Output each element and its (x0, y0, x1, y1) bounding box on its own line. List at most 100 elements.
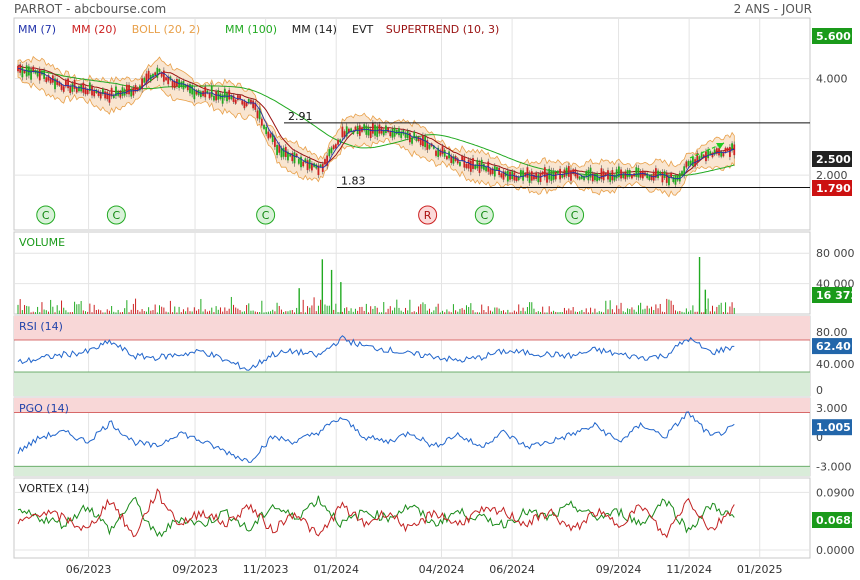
candle-body (674, 175, 677, 185)
volume-title: VOLUME (19, 236, 65, 249)
candle-body (435, 150, 437, 156)
candle-body (524, 173, 527, 177)
candle-body (260, 118, 263, 126)
candle-body (54, 78, 56, 90)
candle-body (398, 128, 400, 136)
candle-body (132, 87, 135, 96)
candle-body (570, 170, 572, 181)
candle-body (115, 86, 117, 97)
candle-body (282, 147, 285, 157)
candle-body (613, 175, 616, 181)
candle-body (284, 146, 287, 157)
pgo-tick-label: 0 (816, 431, 823, 444)
candle-body (145, 73, 148, 85)
candle-body (158, 68, 161, 72)
candle-body (369, 129, 372, 138)
candle-body (128, 84, 130, 95)
candle-body (367, 126, 370, 136)
candle-body (291, 153, 294, 162)
candle-body (258, 108, 261, 120)
candle-body (273, 137, 276, 147)
candle-body (594, 173, 596, 181)
candle-body (700, 153, 703, 158)
candle-body (476, 159, 479, 169)
candle-body (428, 144, 431, 149)
candle-body (208, 92, 211, 99)
x-axis-label: 06/2024 (489, 563, 535, 576)
candle-body (300, 156, 302, 168)
candle-body (585, 171, 588, 177)
candle-body (247, 98, 250, 104)
candle-body (173, 81, 176, 89)
candle-body (465, 163, 468, 169)
candle-body (84, 87, 87, 95)
candle-body (591, 173, 594, 182)
candle-body (589, 167, 592, 178)
candle-body (472, 158, 474, 170)
candle-body (152, 73, 154, 78)
candle-body (683, 166, 686, 176)
rsi-tick-label: 80.00 (816, 326, 848, 339)
candle-body (646, 173, 649, 179)
candle-body (354, 126, 357, 131)
candle-body (47, 75, 50, 81)
signal-marker (418, 205, 438, 225)
candle-body (123, 89, 126, 96)
candle-body (160, 72, 163, 77)
candle-body (600, 168, 603, 179)
candle-body (191, 85, 194, 95)
signal-marker (565, 205, 585, 225)
candle-body (441, 146, 444, 155)
candle-body (147, 70, 150, 80)
legend-item: MM (20) (72, 23, 117, 36)
rsi-line (17, 335, 735, 371)
signal-label: C (113, 209, 121, 222)
candle-body (269, 133, 272, 138)
candle-body (304, 158, 307, 163)
x-axis-label: 01/2024 (313, 563, 359, 576)
candle-body (319, 164, 322, 168)
legend-item: MM (7) (18, 23, 56, 36)
candle-body (376, 126, 379, 137)
candle-body (681, 171, 683, 175)
candle-body (437, 147, 440, 157)
candle-body (517, 176, 520, 181)
rsi-oversold-zone (14, 372, 810, 396)
vortex-minus-line (17, 488, 735, 539)
candle-body (365, 125, 368, 135)
candle-body (139, 85, 141, 91)
upper-value-tag-bg (812, 28, 852, 44)
candle-body (659, 171, 662, 176)
candle-body (287, 151, 289, 161)
candle-body (637, 168, 640, 178)
support-price-tag: 1.790 (816, 182, 851, 195)
volume-value-tag-bg (812, 287, 852, 303)
x-axis-label: 09/2023 (172, 563, 218, 576)
candle-body (439, 150, 442, 156)
legend-item: MM (100) (225, 23, 277, 36)
candle-body (563, 169, 566, 178)
candle-body (250, 99, 252, 104)
signal-label: C (480, 209, 488, 222)
candle-body (689, 160, 692, 166)
candle-body (102, 88, 104, 95)
candle-body (374, 124, 376, 136)
candle-body (45, 77, 48, 83)
candle-body (713, 149, 716, 155)
candle-body (469, 160, 472, 172)
candle-body (223, 88, 226, 98)
x-axis-label: 04/2024 (419, 563, 465, 576)
candle-body (528, 173, 531, 183)
candle-body (648, 175, 651, 180)
vortex-plus-line (17, 495, 735, 538)
candle-body (256, 110, 259, 119)
candle-body (108, 93, 111, 103)
candle-body (267, 131, 270, 139)
candle-body (186, 84, 189, 91)
support-label: 1.83 (341, 175, 366, 188)
candle-body (413, 131, 416, 139)
candle-body (596, 173, 599, 182)
candle-body (352, 130, 355, 134)
chart-title-text: PARROT - abcbourse.com (14, 2, 166, 16)
